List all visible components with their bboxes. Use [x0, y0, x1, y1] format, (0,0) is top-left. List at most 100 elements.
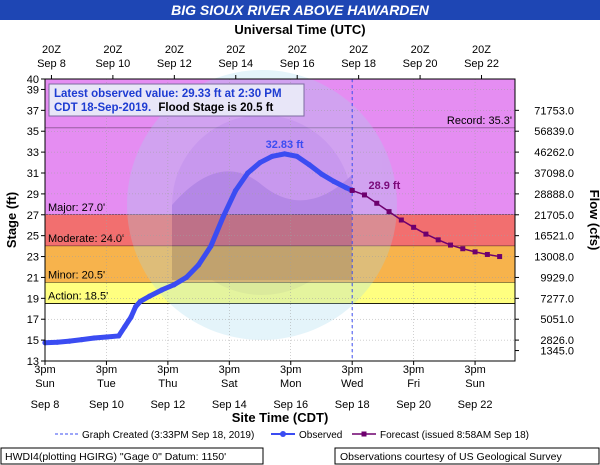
info-line-1: Latest observed value: 29.33 ft at 2:30 …: [54, 88, 282, 100]
observed-point: [195, 262, 202, 268]
top-tick-label: 20Z: [226, 44, 245, 56]
x-tick-label: Mon: [280, 378, 301, 390]
data-label: 32.83 ft: [266, 139, 304, 151]
top-tick-label: Sep 8: [37, 58, 66, 70]
y-tick-label: 21: [27, 272, 39, 284]
observed-point: [245, 170, 251, 176]
y2-tick-label: 1345.0: [540, 346, 574, 358]
forecast-point: [349, 187, 355, 193]
info-line-2-date: CDT 18-Sep-2019.: [54, 102, 151, 114]
y-tick-label: 29: [27, 189, 39, 201]
forecast-point: [411, 224, 417, 230]
observed-point: [220, 214, 226, 220]
band-label-major: Major: 27.0': [48, 202, 105, 214]
watermark-gull-icon: [172, 171, 352, 280]
forecast-point: [423, 231, 429, 237]
y-tick-label: 13: [27, 356, 39, 368]
forecast-point: [460, 246, 466, 252]
band-minor: [45, 246, 515, 283]
top-tick-label: Sep 18: [341, 58, 376, 70]
y-axis-title: Stage (ft): [4, 192, 19, 248]
observed-point: [116, 333, 122, 339]
x-tick-label: Sep 12: [150, 399, 185, 411]
x-tick-label: 3pm: [157, 364, 178, 376]
data-label: 28.9 ft: [368, 180, 400, 192]
legend: Graph Created (3:33PM Sep 18, 2019) Obse…: [55, 430, 529, 441]
series-layer: [42, 151, 503, 346]
footer-credit-text: Observations courtesy of US Geological S…: [340, 451, 563, 463]
top-tick-label: 20Z: [103, 44, 122, 56]
y2-tick-label: 13008.0: [534, 252, 574, 264]
band-label-minor: Minor: 20.5': [48, 270, 105, 282]
y-tick-label: 27: [27, 210, 39, 222]
observed-point: [54, 339, 60, 345]
y2-axis-title: Flow (cfs): [587, 190, 600, 251]
top-tick-label: 20Z: [472, 44, 491, 56]
x-tick-label: 3pm: [403, 364, 424, 376]
observed-point: [66, 338, 73, 344]
forecast-point: [447, 242, 453, 248]
observed-point: [306, 162, 312, 168]
observed-point: [232, 188, 239, 194]
footer-datum-text: HWDI4(plotting HGIRG) "Gage 0" Datum: 11…: [5, 451, 226, 463]
info-box-bg: [48, 83, 305, 117]
y2-tick-label: 46262.0: [534, 147, 574, 159]
y2-tick-label: 71753.0: [534, 105, 574, 117]
forecast-point: [484, 251, 490, 257]
observed-point: [103, 334, 110, 340]
y-tick-label: 23: [27, 252, 39, 264]
latest-value-box: Latest observed value: 29.33 ft at 2:30 …: [48, 83, 305, 117]
legend-observed-marker: [280, 431, 286, 437]
top-tick-label: Sep 22: [464, 58, 499, 70]
bottom-axis-title: Site Time (CDT): [232, 410, 329, 425]
forecast-point: [361, 192, 367, 198]
x-tick-label: Sep 10: [89, 399, 124, 411]
observed-point: [159, 287, 165, 293]
footer-right-box: [334, 447, 600, 465]
y-tick-label: 33: [27, 147, 39, 159]
top-tick-label: 20Z: [288, 44, 307, 56]
y-tick-label: 39: [27, 84, 39, 96]
top-tick-label: Sep 12: [157, 58, 192, 70]
x-tick-label: Sep 8: [31, 399, 60, 411]
observed-point: [318, 171, 325, 177]
x-tick-label: Sun: [465, 378, 485, 390]
y-tick-label: 15: [27, 335, 39, 347]
plot-border: [44, 78, 516, 362]
x-tick-label: Wed: [341, 378, 363, 390]
y-tick-label: 37: [27, 105, 39, 117]
y-tick-label: 35: [27, 126, 39, 138]
chart-title: BIG SIOUX RIVER ABOVE HAWARDEN: [171, 2, 430, 18]
legend-forecast-marker: [361, 431, 367, 437]
top-tick-label: 20Z: [411, 44, 430, 56]
observed-point: [331, 178, 337, 184]
x-tick-label: 3pm: [341, 364, 362, 376]
x-tick-label: Sep 20: [396, 399, 431, 411]
observed-point: [91, 335, 97, 341]
y-tick-label: 40: [27, 74, 39, 86]
y-tick-label: 25: [27, 231, 39, 243]
y2-tick-label: 21705.0: [534, 210, 574, 222]
legend-observed-label: Observed: [299, 430, 342, 441]
x-tick-label: Sun: [35, 378, 55, 390]
y2-tick-label: 5051.0: [540, 314, 574, 326]
top-axis-title: Universal Time (UTC): [234, 22, 365, 37]
top-tick-label: Sep 14: [218, 58, 253, 70]
observed-point: [294, 153, 300, 159]
x-tick-label: 3pm: [280, 364, 301, 376]
observed-point: [137, 298, 143, 305]
info-line-2: CDT 18-Sep-2019. Flood Stage is 20.5 ft: [54, 102, 274, 114]
observed-point: [133, 304, 139, 310]
y2-tick-label: 9929.0: [540, 272, 574, 284]
forecast-point: [374, 200, 380, 206]
x-tick-label: 3pm: [96, 364, 117, 376]
forecast-point: [497, 254, 503, 260]
observed-point: [171, 282, 177, 288]
legend-forecast-label: Forecast (issued 8:58AM Sep 18): [380, 430, 529, 441]
title-bar: [0, 0, 600, 20]
band-major: [45, 128, 515, 215]
x-tick-label: Sep 22: [458, 399, 493, 411]
top-tick-label: Sep 20: [403, 58, 438, 70]
watermark-inner-icon: [172, 115, 352, 295]
